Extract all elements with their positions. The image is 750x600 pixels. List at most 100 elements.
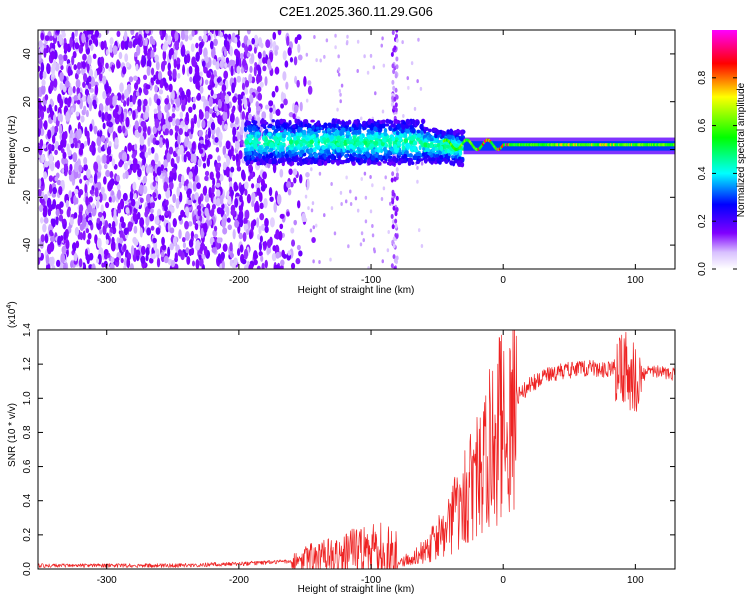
- heatmap-cell: [61, 31, 66, 38]
- heatmap-cell: [74, 30, 78, 38]
- heatmap-cell: [312, 259, 315, 264]
- heatmap-cell: [264, 104, 269, 110]
- heatmap-cell: [38, 118, 43, 130]
- heatmap-cell: [417, 228, 421, 233]
- heatmap-cell: [200, 227, 205, 239]
- heatmap-cell: [256, 134, 260, 139]
- heatmap-cell: [47, 208, 52, 217]
- heatmap-cell: [192, 215, 197, 225]
- heatmap-cell: [129, 221, 134, 228]
- heatmap-cell: [282, 253, 287, 259]
- heatmap-cell: [407, 85, 410, 90]
- snr-scale-exp: 4: [6, 305, 13, 309]
- heatmap-cell: [141, 120, 147, 128]
- heatmap-cell: [214, 136, 219, 143]
- heatmap-cell: [380, 197, 384, 202]
- heatmap-cell: [264, 259, 268, 269]
- heatmap-cell: [239, 94, 244, 100]
- heatmap-cell: [48, 104, 52, 111]
- heatmap-cell: [103, 249, 109, 257]
- heatmap-cell: [76, 87, 81, 94]
- heatmap-cell: [96, 217, 101, 224]
- heatmap-cell: [196, 84, 201, 90]
- heatmap-cell: [147, 50, 151, 61]
- heatmap-cell: [96, 199, 100, 209]
- heatmap-cell: [187, 153, 191, 161]
- heatmap-cell: [391, 95, 395, 101]
- heatmap-cell: [83, 105, 87, 113]
- heatmap-cell: [268, 187, 273, 197]
- heatmap-cell: [99, 130, 103, 137]
- heatmap-cell: [415, 120, 420, 126]
- heatmap-cell: [147, 59, 152, 69]
- heatmap-cell: [40, 216, 44, 224]
- heatmap-cell: [143, 86, 147, 94]
- heatmap-cell: [294, 75, 298, 84]
- heatmap-cell: [132, 236, 137, 244]
- heatmap-cell: [330, 154, 335, 160]
- heatmap-cell: [100, 146, 106, 152]
- heatmap-cell: [282, 50, 287, 61]
- heatmap-cell: [193, 233, 199, 239]
- heatmap-cell: [299, 101, 303, 112]
- snr-scale-base: (x10: [7, 308, 18, 328]
- heatmap-cell: [288, 168, 293, 175]
- heatmap-cell: [334, 45, 337, 50]
- heatmap-cell: [326, 149, 331, 154]
- heatmap-cell: [97, 181, 102, 191]
- heatmap-cell: [150, 67, 155, 76]
- heatmap-cell: [171, 107, 176, 113]
- heatmap-cell: [331, 127, 335, 133]
- heatmap-cell: [175, 118, 180, 127]
- heatmap-cell: [182, 64, 186, 75]
- heatmap-cell: [417, 37, 420, 42]
- heatmap-cell: [194, 64, 200, 76]
- heatmap-cell: [187, 199, 193, 206]
- heatmap-cell: [382, 186, 386, 191]
- heatmap-cell: [224, 62, 228, 68]
- heatmap-cell: [314, 141, 318, 148]
- heatmap-cell: [143, 98, 148, 107]
- heatmap-cell: [255, 131, 259, 136]
- heatmap-cell: [248, 73, 253, 84]
- heatmap-cell: [155, 176, 159, 182]
- heatmap-cell: [203, 245, 208, 256]
- heatmap-cell: [234, 219, 240, 228]
- heatmap-cell: [305, 98, 309, 103]
- heatmap-cell: [144, 210, 149, 218]
- heatmap-cell: [88, 252, 94, 261]
- heatmap-cell: [387, 229, 390, 234]
- heatmap-cell: [82, 230, 86, 241]
- heatmap-cell: [336, 146, 341, 153]
- heatmap-cell: [45, 254, 50, 265]
- heatmap-cell: [184, 206, 189, 214]
- heatmap-cell: [297, 126, 303, 131]
- heatmap-cell: [297, 143, 301, 150]
- heatmap-cell: [119, 82, 124, 93]
- heatmap-cell: [71, 55, 75, 66]
- heatmap-cell: [60, 65, 64, 71]
- heatmap-cell: [363, 171, 367, 176]
- heatmap-cell: [230, 166, 235, 173]
- heatmap-cell: [225, 57, 230, 64]
- heatmap-cell: [156, 166, 162, 176]
- heatmap-cell: [423, 158, 428, 164]
- heatmap-cell: [43, 217, 49, 224]
- heatmap-cell: [179, 111, 184, 119]
- heatmap-cell: [215, 61, 220, 70]
- heatmap-cell: [198, 129, 204, 137]
- heatmap-cell: [175, 97, 181, 108]
- heatmap-cell: [392, 69, 396, 75]
- heatmap-cell: [196, 119, 201, 129]
- heatmap-cell: [157, 193, 162, 201]
- heatmap-cell: [296, 135, 300, 140]
- heatmap-cell: [132, 162, 137, 174]
- heatmap-cell: [268, 100, 274, 107]
- heatmap-cell: [305, 137, 309, 141]
- heatmap-cell: [192, 96, 196, 103]
- heatmap-cell: [352, 152, 357, 157]
- heatmap-cell: [280, 103, 285, 109]
- heatmap-cell: [420, 161, 424, 166]
- heatmap-cell: [96, 171, 102, 178]
- heatmap-cell: [395, 130, 400, 136]
